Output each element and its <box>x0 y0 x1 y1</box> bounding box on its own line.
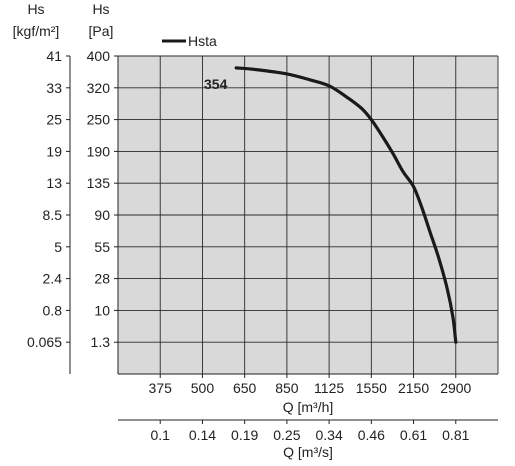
legend-hsta-label: Hsta <box>188 33 217 49</box>
left-inner-axis-unit: [Pa] <box>89 23 114 39</box>
outer-tick-label: 2.4 <box>43 271 63 287</box>
outer-tick-label: 5 <box>54 239 62 255</box>
outer-tick-label: 33 <box>46 80 62 96</box>
x-tick-label-m3s: 0.46 <box>358 427 385 443</box>
x-axis-m3h-label: Q [m³/h] <box>283 399 334 415</box>
hsta-curve <box>234 66 458 344</box>
x-tick-label-m3h: 500 <box>191 380 215 396</box>
inner-tick-label: 320 <box>87 80 111 96</box>
x-tick-label-m3h: 375 <box>149 380 173 396</box>
inner-tick-label: 90 <box>94 207 110 223</box>
inner-tick-label: 1.3 <box>91 334 111 350</box>
x-tick-label-m3h: 650 <box>233 380 257 396</box>
x-tick-label-m3s: 0.34 <box>315 427 342 443</box>
x-tick-label-m3s: 0.61 <box>400 427 427 443</box>
outer-tick-label: 19 <box>46 143 62 159</box>
x-tick-label-m3s: 0.14 <box>189 427 216 443</box>
inner-tick-label: 135 <box>87 175 111 191</box>
x-tick-label-m3h: 1550 <box>356 380 387 396</box>
x-tick-label-m3h: 850 <box>275 380 299 396</box>
outer-tick-label: 41 <box>46 48 62 64</box>
x-tick-label-m3s: 0.81 <box>442 427 469 443</box>
outer-tick-label: 8.5 <box>43 207 63 223</box>
x-tick-label-m3s: 0.1 <box>150 427 170 443</box>
outer-tick-label: 0.065 <box>27 334 62 350</box>
inner-tick-label: 190 <box>87 143 111 159</box>
outer-tick-label: 13 <box>46 175 62 191</box>
left-inner-axis-title: Hs <box>92 1 109 17</box>
inner-tick-label: 250 <box>87 112 111 128</box>
x-tick-label-m3s: 0.19 <box>231 427 258 443</box>
outer-tick-label: 25 <box>46 112 62 128</box>
inner-tick-label: 28 <box>94 271 110 287</box>
x-tick-label-m3h: 2150 <box>398 380 429 396</box>
outer-tick-label: 0.8 <box>43 302 63 318</box>
inner-tick-label: 55 <box>94 239 110 255</box>
inner-tick-label: 10 <box>94 302 110 318</box>
x-tick-label-m3h: 2900 <box>440 380 471 396</box>
x-axis-m3s-label: Q [m³/s] <box>283 444 333 460</box>
curve-annotation: 354 <box>204 76 228 92</box>
x-tick-label-m3h: 1125 <box>314 380 344 396</box>
left-outer-axis-unit: [kgf/m²] <box>13 23 60 39</box>
x-tick-label-m3s: 0.25 <box>273 427 300 443</box>
left-outer-axis-title: Hs <box>27 1 44 17</box>
inner-tick-label: 400 <box>87 48 111 64</box>
